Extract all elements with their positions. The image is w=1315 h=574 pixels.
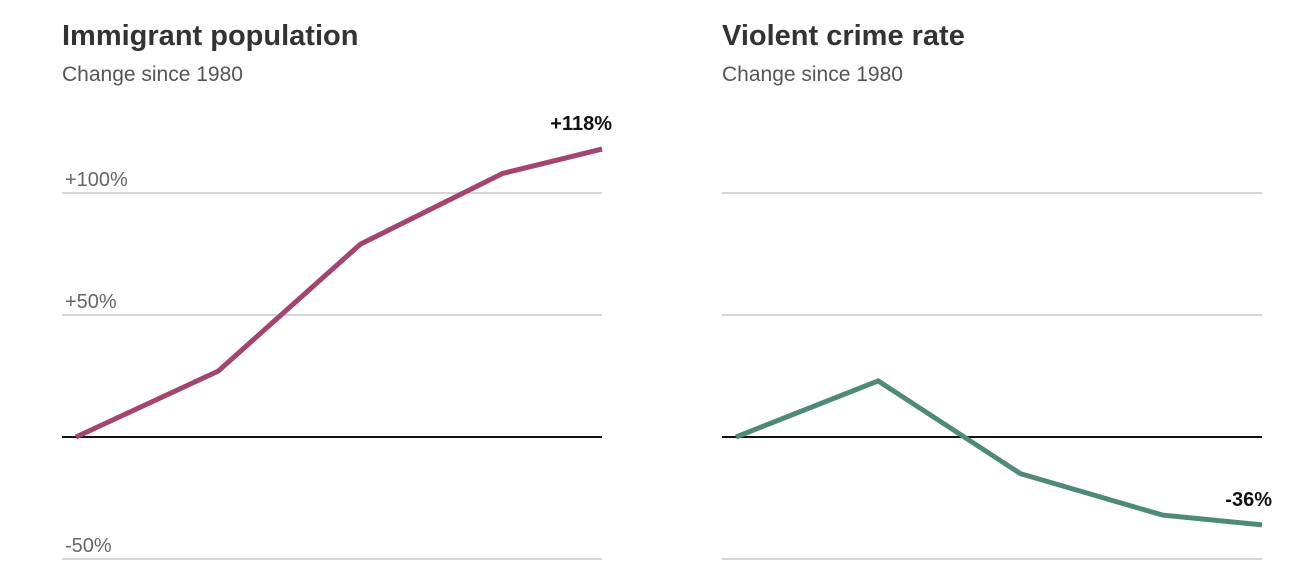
- y-tick-label: -50%: [65, 535, 112, 557]
- violent-crime-rate-plot: -36%: [722, 192, 1272, 560]
- end-value-label: -36%: [1225, 489, 1272, 511]
- immigrant-population-chart: Immigrant population Change since 1980 -…: [62, 0, 622, 574]
- end-value-label: +118%: [550, 113, 612, 135]
- y-tick-label: +50%: [65, 291, 117, 313]
- chart-title: Immigrant population: [62, 20, 359, 52]
- y-tick-label: +100%: [65, 169, 128, 191]
- chart-subtitle: Change since 1980: [722, 63, 903, 86]
- chart-subtitle: Change since 1980: [62, 63, 243, 86]
- immigrant-population-plot: -50% +50% +100% +118%: [62, 113, 612, 560]
- violent-crime-rate-chart: Violent crime rate Change since 1980 -36…: [722, 0, 1282, 574]
- series-line: [735, 378, 1263, 528]
- chart-title: Violent crime rate: [722, 20, 965, 52]
